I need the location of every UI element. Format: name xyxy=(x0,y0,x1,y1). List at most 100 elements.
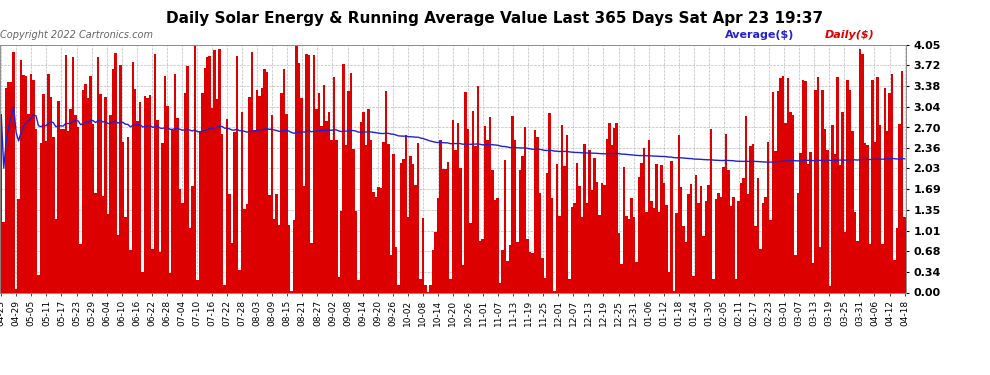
Bar xyxy=(194,45,196,292)
Bar xyxy=(211,108,214,292)
Bar xyxy=(556,164,558,292)
Bar xyxy=(425,285,427,292)
Bar xyxy=(886,131,888,292)
Bar xyxy=(343,64,345,292)
Text: Average($): Average($) xyxy=(725,30,794,40)
Bar xyxy=(871,81,873,292)
Bar xyxy=(375,197,377,292)
Bar xyxy=(566,135,568,292)
Bar xyxy=(573,203,576,292)
Bar xyxy=(531,254,534,292)
Bar xyxy=(571,207,573,292)
Bar xyxy=(430,285,432,292)
Bar xyxy=(139,102,142,292)
Bar xyxy=(645,213,647,292)
Bar xyxy=(598,215,601,292)
Bar xyxy=(817,77,819,292)
Bar xyxy=(104,97,107,292)
Bar xyxy=(446,162,449,292)
Bar xyxy=(591,190,593,292)
Bar xyxy=(244,209,246,292)
Bar xyxy=(129,251,132,292)
Bar xyxy=(670,161,672,292)
Bar xyxy=(20,60,23,292)
Bar xyxy=(843,232,846,292)
Bar xyxy=(285,114,288,292)
Bar xyxy=(807,164,809,292)
Bar xyxy=(229,194,231,292)
Bar xyxy=(72,57,74,292)
Bar xyxy=(486,140,489,292)
Bar xyxy=(491,170,494,292)
Bar xyxy=(338,277,340,292)
Bar xyxy=(147,98,148,292)
Bar xyxy=(440,140,442,292)
Bar xyxy=(514,140,516,292)
Bar xyxy=(471,111,474,292)
Bar xyxy=(891,74,893,292)
Bar xyxy=(593,158,596,292)
Bar xyxy=(749,147,752,292)
Bar xyxy=(524,127,526,292)
Bar xyxy=(248,97,250,292)
Bar xyxy=(59,129,62,292)
Bar xyxy=(64,55,67,292)
Bar xyxy=(275,194,278,292)
Bar xyxy=(631,198,633,292)
Bar xyxy=(641,163,643,292)
Bar xyxy=(367,108,370,292)
Bar xyxy=(148,95,151,292)
Bar xyxy=(293,220,295,292)
Bar xyxy=(647,140,650,292)
Bar xyxy=(328,112,330,292)
Bar xyxy=(57,101,59,292)
Bar xyxy=(759,249,762,292)
Bar xyxy=(675,213,677,292)
Bar xyxy=(171,130,173,292)
Bar xyxy=(303,186,305,292)
Bar xyxy=(616,123,618,292)
Bar xyxy=(878,125,881,292)
Bar xyxy=(107,214,109,292)
Bar xyxy=(142,272,144,292)
Bar xyxy=(660,165,662,292)
Bar xyxy=(270,115,273,292)
Bar xyxy=(710,129,712,292)
Bar xyxy=(657,212,660,292)
Bar xyxy=(474,147,476,292)
Bar xyxy=(539,193,541,292)
Bar xyxy=(224,285,226,292)
Bar xyxy=(92,124,94,292)
Bar xyxy=(814,90,817,292)
Bar xyxy=(382,141,385,292)
Bar xyxy=(643,148,645,292)
Bar xyxy=(320,126,323,292)
Bar xyxy=(124,217,127,292)
Bar xyxy=(717,193,720,292)
Bar xyxy=(283,69,285,292)
Bar xyxy=(79,244,82,292)
Bar xyxy=(799,153,802,292)
Bar xyxy=(196,280,199,292)
Bar xyxy=(395,247,397,292)
Bar xyxy=(54,219,57,292)
Bar xyxy=(534,130,536,292)
Bar xyxy=(541,258,544,292)
Bar xyxy=(67,131,69,292)
Bar xyxy=(134,89,137,292)
Bar xyxy=(48,74,50,292)
Bar xyxy=(191,186,194,292)
Bar xyxy=(682,226,685,292)
Bar xyxy=(119,65,122,292)
Bar xyxy=(3,222,5,292)
Bar xyxy=(362,112,365,292)
Bar xyxy=(313,55,315,292)
Bar xyxy=(412,164,415,292)
Bar xyxy=(551,198,553,292)
Bar xyxy=(733,196,735,292)
Bar xyxy=(201,93,204,292)
Bar xyxy=(354,211,357,292)
Bar xyxy=(18,199,20,292)
Bar xyxy=(888,93,891,292)
Bar xyxy=(10,82,13,292)
